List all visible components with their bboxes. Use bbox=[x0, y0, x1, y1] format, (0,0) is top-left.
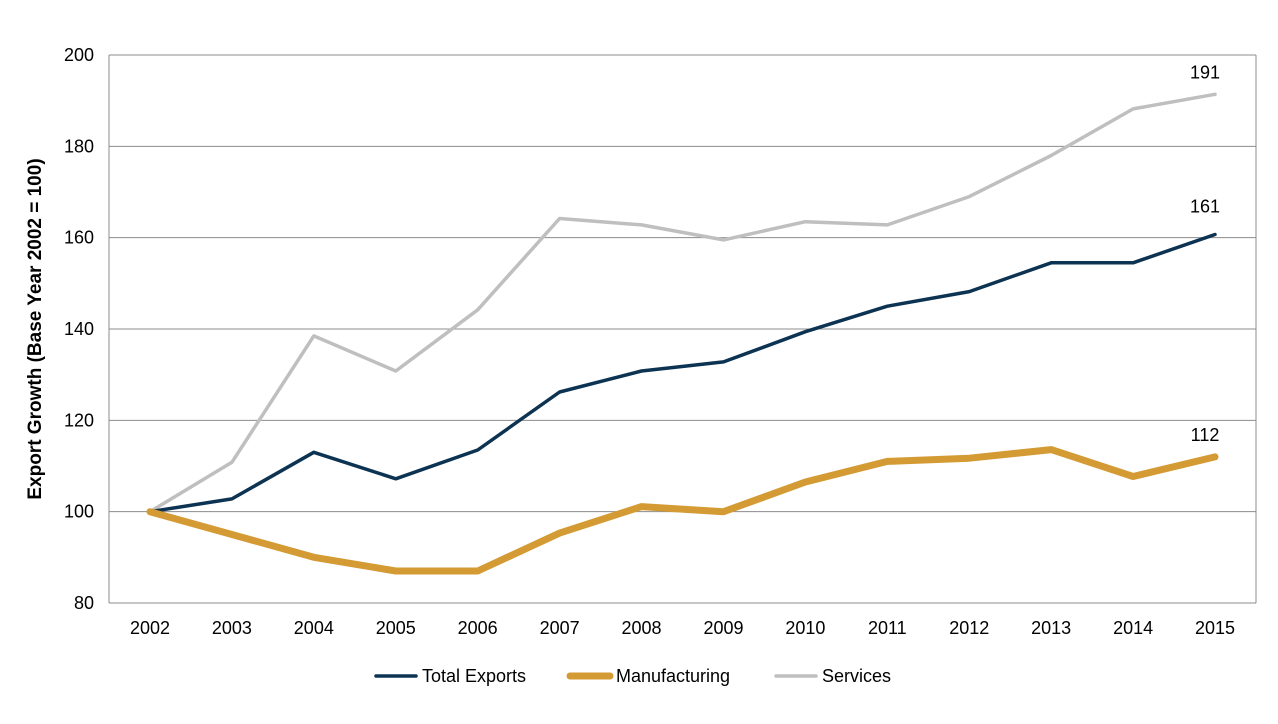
x-tick-label: 2015 bbox=[1195, 618, 1235, 638]
x-tick-label: 2004 bbox=[294, 618, 334, 638]
y-tick-label: 140 bbox=[64, 319, 94, 339]
x-tick-label: 2007 bbox=[540, 618, 580, 638]
y-tick-label: 120 bbox=[64, 410, 94, 430]
x-tick-label: 2003 bbox=[212, 618, 252, 638]
x-tick-label: 2002 bbox=[130, 618, 170, 638]
x-axis-ticks: 2002 2003 2004 2005 2006 2007 2008 2009 2010 2011… bbox=[130, 618, 1235, 638]
x-tick-label: 2008 bbox=[622, 618, 662, 638]
x-tick-label: 2006 bbox=[458, 618, 498, 638]
legend-label-services: Services bbox=[822, 666, 891, 686]
data-label-services: 191 bbox=[1190, 62, 1220, 82]
y-axis-ticks: 80 100 120 140 160 180 200 bbox=[64, 45, 94, 613]
series-line-manufacturing bbox=[146, 446, 1219, 575]
x-tick-label: 2013 bbox=[1031, 618, 1071, 638]
data-label-total-exports: 161 bbox=[1190, 196, 1220, 216]
y-tick-label: 200 bbox=[64, 45, 94, 65]
x-tick-label: 2014 bbox=[1113, 618, 1153, 638]
y-tick-label: 180 bbox=[64, 136, 94, 156]
end-labels: 161 112 191 bbox=[1190, 62, 1220, 445]
y-axis-label: Export Growth (Base Year 2002 = 100) bbox=[25, 158, 46, 499]
x-tick-label: 2011 bbox=[868, 618, 907, 638]
series-line-total-exports bbox=[148, 232, 1217, 514]
legend: Total Exports Manufacturing Services bbox=[374, 666, 891, 686]
legend-label-manufacturing: Manufacturing bbox=[616, 666, 730, 686]
x-tick-label: 2012 bbox=[949, 618, 989, 638]
y-tick-label: 160 bbox=[64, 228, 94, 248]
gridlines bbox=[108, 54, 1257, 604]
series-line-services bbox=[148, 92, 1217, 514]
series-lines bbox=[146, 92, 1219, 575]
y-tick-label: 100 bbox=[64, 502, 94, 522]
x-tick-label: 2009 bbox=[703, 618, 743, 638]
x-tick-label: 2005 bbox=[376, 618, 416, 638]
y-tick-label: 80 bbox=[74, 593, 94, 613]
data-label-manufacturing: 112 bbox=[1191, 425, 1220, 445]
x-tick-label: 2010 bbox=[785, 618, 825, 638]
legend-label-total-exports: Total Exports bbox=[422, 666, 526, 686]
